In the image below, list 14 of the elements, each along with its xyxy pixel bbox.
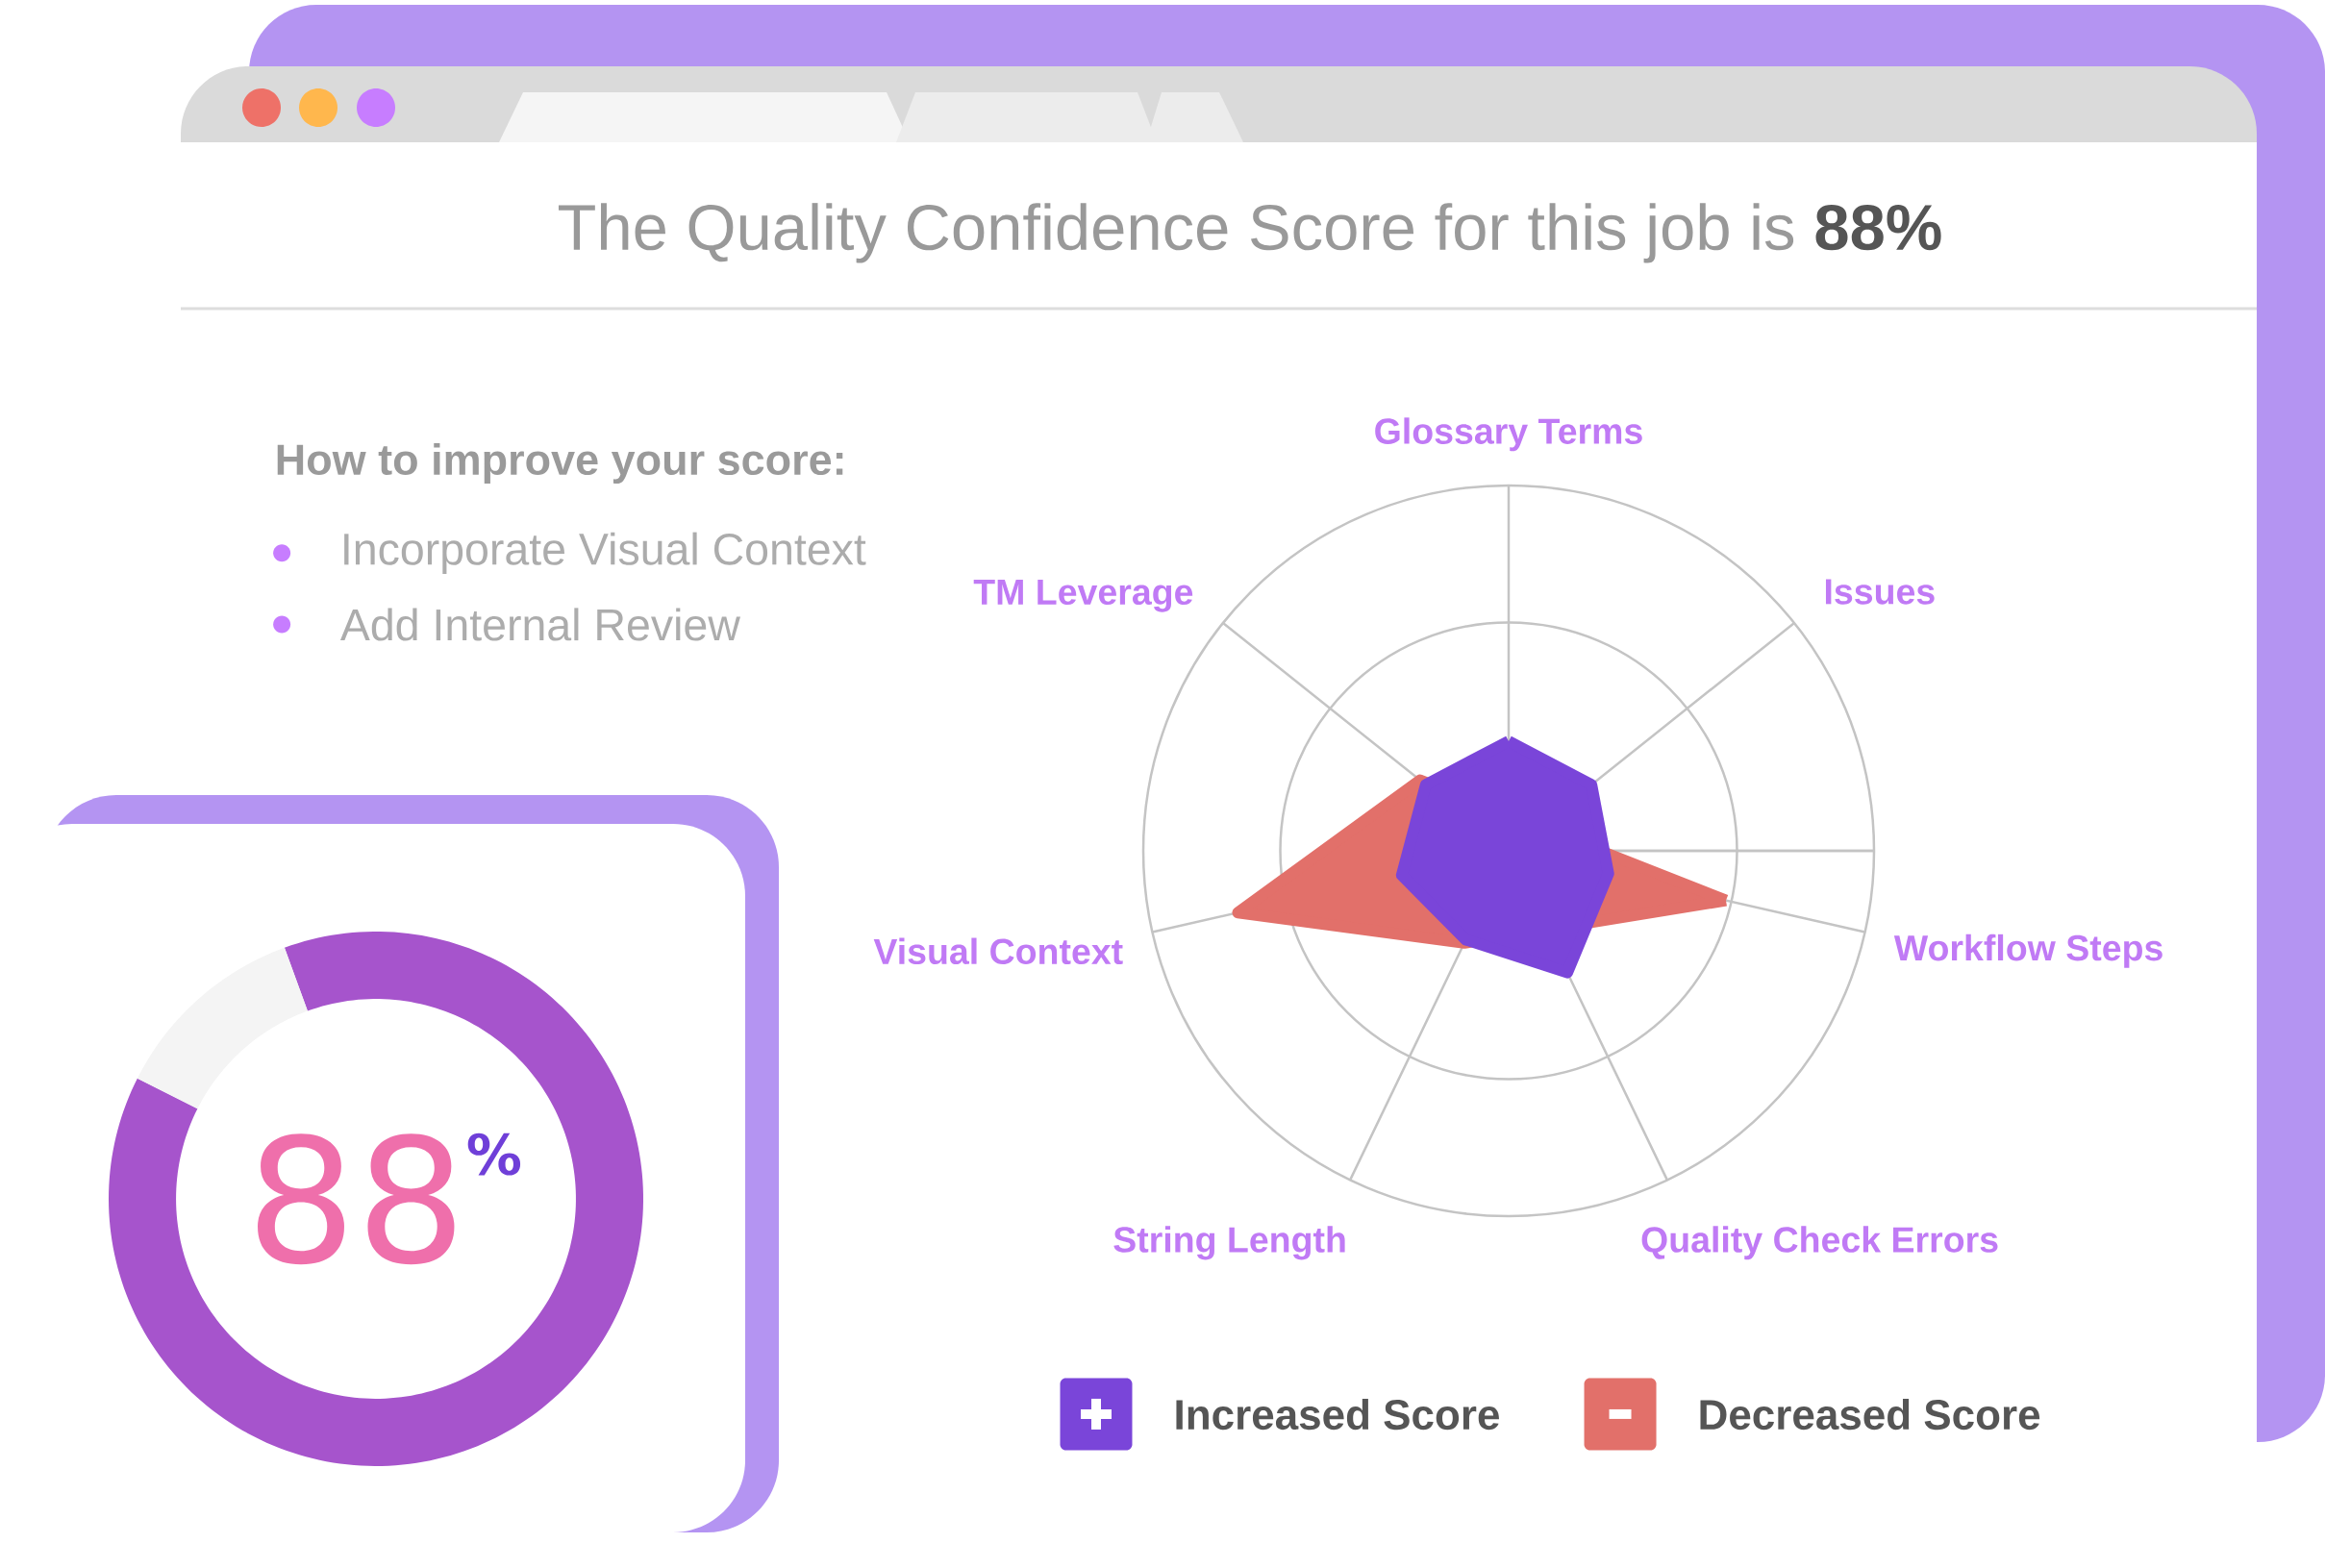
chart-title: The Quality Confidence Score for this job is 88% <box>558 203 1941 263</box>
text: Incorporate Visual Context <box>344 532 866 575</box>
text: 88$^{%}$ <box>258 1132 521 1265</box>
text: Add Internal Review <box>339 608 741 641</box>
spoke-label: Quality Check Errors <box>1641 1226 1998 1260</box>
spoke-label: Issues <box>1825 579 1935 605</box>
spoke-label: Glossary Terms <box>1375 417 1642 452</box>
spoke-label: TM Leverage <box>973 579 1193 612</box>
legend-label: Decreased Score <box>1700 1398 2040 1431</box>
spoke-label: String Length <box>1113 1226 1345 1260</box>
legend-label: Increased Score <box>1176 1398 1499 1431</box>
spoke-label: Visual Context <box>873 937 1123 965</box>
spoke-label: Workflow Steps <box>1893 933 2162 968</box>
text: How to improve your score: <box>277 443 843 484</box>
